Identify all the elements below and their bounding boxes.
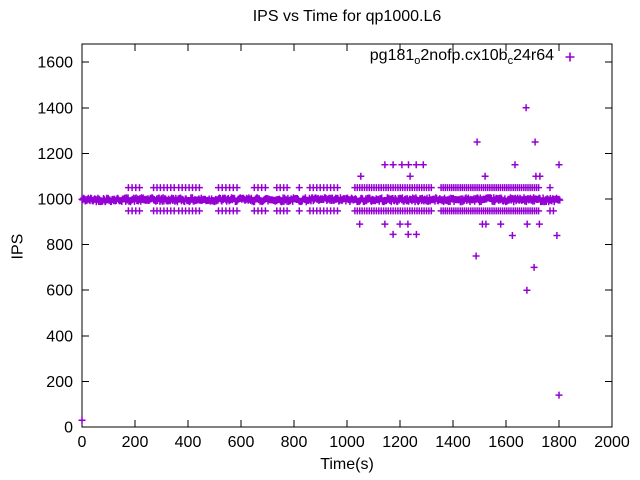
chart-title: IPS vs Time for qp1000.L6 [252, 8, 442, 25]
x-axis-label: Time(s) [320, 456, 374, 473]
y-axis-label: IPS [9, 233, 27, 260]
y-tick-label: 1000 [37, 192, 73, 209]
legend-plus-marker-icon [565, 52, 575, 62]
x-tick-label: 1200 [382, 434, 418, 451]
y-tick-label: 200 [46, 374, 73, 391]
x-tick-label: 400 [175, 434, 202, 451]
x-tick-label: 1800 [541, 434, 577, 451]
tick-labels: 0 200 400 600 800 1000 1200 1400 1600 1800 2000 0 20… [37, 55, 629, 451]
y-tick-label: 1600 [37, 55, 73, 72]
x-tick-label: 1400 [435, 434, 471, 451]
y-tick-label: 400 [46, 328, 73, 345]
y-tick-label: 0 [64, 420, 73, 437]
legend: pg181o2nofp.cx10bc24r64 [370, 46, 578, 68]
axis-ticks [81, 44, 613, 428]
x-tick-label: 2000 [594, 434, 630, 451]
y-tick-label: 600 [46, 283, 73, 300]
x-tick-label: 800 [281, 434, 308, 451]
y-tick-label: 1400 [37, 100, 73, 117]
x-tick-label: 1000 [329, 434, 365, 451]
x-tick-label: 200 [122, 434, 149, 451]
y-tick-label: 1200 [37, 146, 73, 163]
y-tick-label: 800 [46, 237, 73, 254]
x-tick-label: 1600 [488, 434, 524, 451]
plot-border [81, 43, 613, 428]
x-tick-label: 600 [228, 434, 255, 451]
x-tick-label: 0 [78, 434, 87, 451]
legend-label: pg181o2nofp.cx10bc24r64 [369, 47, 554, 67]
data-points-plus-markers [78, 104, 564, 424]
